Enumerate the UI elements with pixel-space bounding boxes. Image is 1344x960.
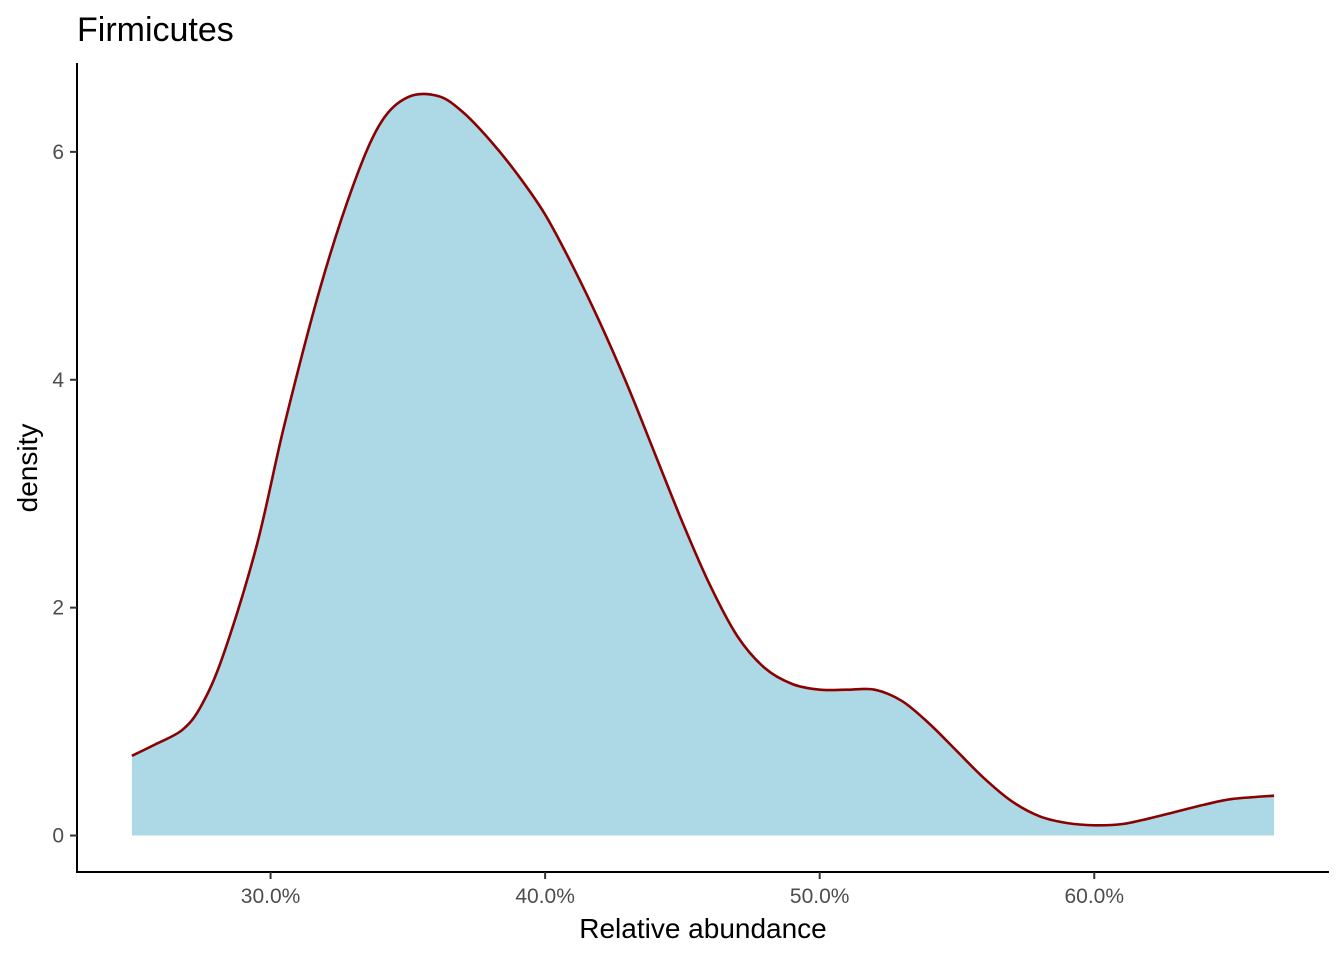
y-axis-title: density (12, 424, 43, 513)
x-axis-ticks: 30.0% 40.0% 50.0% 60.0% (241, 872, 1124, 908)
x-tick-label: 60.0% (1064, 885, 1124, 908)
y-tick-label: 2 (52, 597, 64, 620)
density-area (131, 93, 1275, 836)
x-tick-label: 50.0% (790, 885, 850, 908)
x-tick-label: 40.0% (515, 885, 575, 908)
y-tick-label: 4 (52, 369, 64, 392)
y-tick-label: 6 (52, 141, 64, 164)
x-axis-title: Relative abundance (579, 913, 827, 944)
plot-area (131, 92, 1275, 836)
y-axis-ticks: 0 2 4 6 (52, 141, 77, 848)
chart-title: Firmicutes (77, 11, 234, 49)
x-tick-label: 30.0% (241, 885, 301, 908)
density-line (131, 92, 1275, 827)
y-tick-label: 0 (52, 825, 64, 848)
